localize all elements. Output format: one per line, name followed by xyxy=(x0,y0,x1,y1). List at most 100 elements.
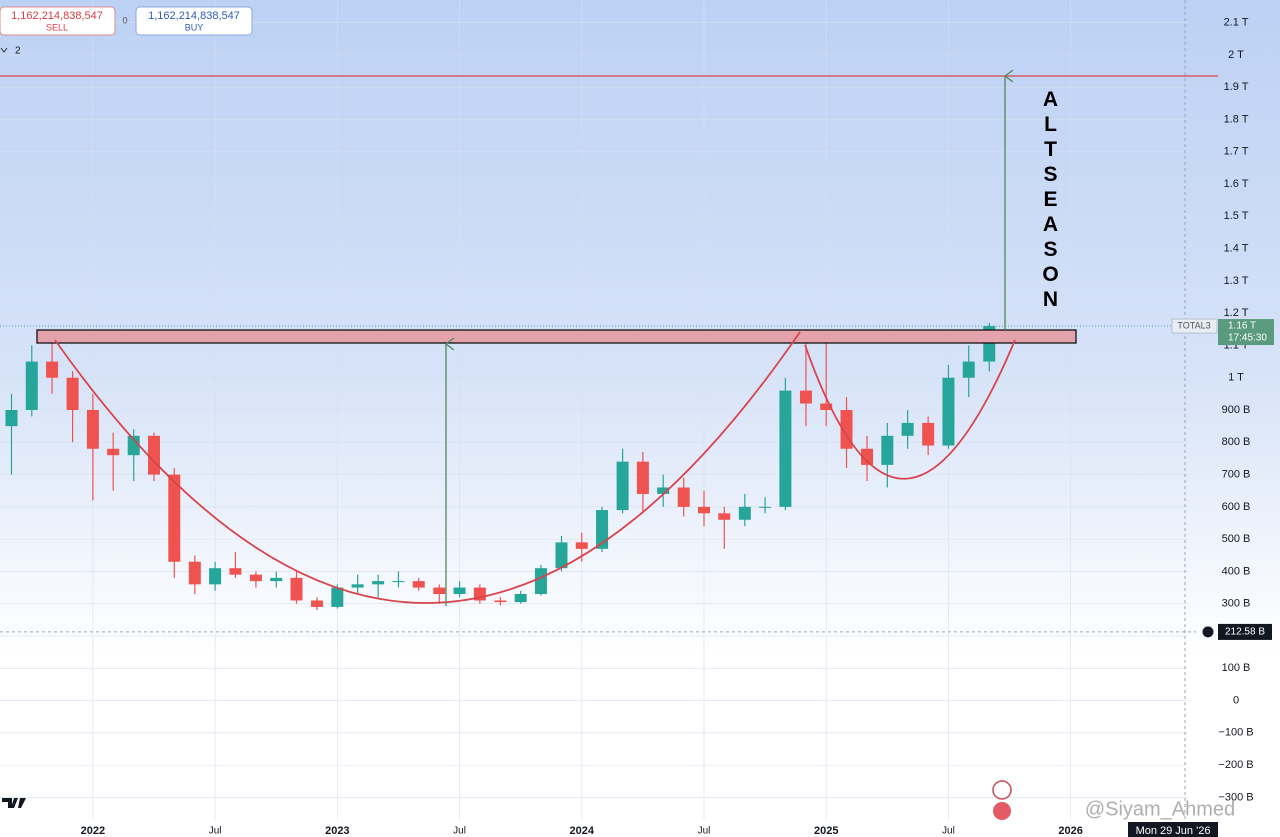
candle-body xyxy=(861,448,874,465)
candle-body xyxy=(555,542,568,569)
symbol-label: TOTAL3 xyxy=(1177,320,1210,330)
countdown: 17:45:30 xyxy=(1228,333,1267,344)
symbol-box xyxy=(1171,318,1218,334)
candle-body xyxy=(657,487,670,494)
candle-body xyxy=(290,577,303,601)
candle-body xyxy=(881,435,894,465)
candle-body xyxy=(718,513,731,520)
candle-body xyxy=(107,448,120,456)
candle-body xyxy=(453,587,466,595)
candle-body xyxy=(412,581,425,588)
candle-body xyxy=(25,361,38,410)
x-tick-label: Jul xyxy=(209,826,222,837)
crosshair-label: 212.58 B xyxy=(1225,627,1265,638)
y-tick-label: 1.4 T xyxy=(1224,242,1249,254)
flag-icon[interactable] xyxy=(993,802,1011,820)
candle-body xyxy=(270,577,283,582)
y-tick-label: 1.7 T xyxy=(1224,146,1249,158)
candle-body xyxy=(209,568,222,585)
candle-body xyxy=(636,461,649,494)
watermark: @Siyam_Ahmed xyxy=(1085,798,1235,820)
x-tick-label: 2024 xyxy=(570,825,595,837)
cup-curve xyxy=(54,331,801,604)
y-tick-label: 800 B xyxy=(1222,436,1251,448)
candle-body xyxy=(229,568,242,575)
price-labels: TOTAL3 1.16 T17:45:30 212.58 B xyxy=(0,318,1274,640)
candle-body xyxy=(66,377,79,410)
y-tick-label: 100 B xyxy=(1222,662,1251,674)
sell-label: SELL xyxy=(46,22,68,32)
cursor-date-box xyxy=(1128,822,1218,837)
x-tick-label: 2023 xyxy=(325,825,349,837)
candle-body xyxy=(575,542,588,549)
candle-body xyxy=(759,506,772,508)
candle-body xyxy=(942,377,955,446)
y-tick-label: 1.6 T xyxy=(1224,178,1249,190)
candle-body xyxy=(514,594,527,603)
candle-body xyxy=(596,510,609,549)
spread: 0 xyxy=(122,15,127,25)
y-tick-label: 1.5 T xyxy=(1224,210,1249,222)
candle-body xyxy=(311,600,324,607)
y-tick-label: 700 B xyxy=(1222,468,1251,480)
candle-body xyxy=(127,435,140,456)
x-tick-label: Jul xyxy=(453,826,466,837)
y-tick-label: 400 B xyxy=(1222,565,1251,577)
y-tick-label: 0 xyxy=(1233,694,1239,706)
crosshair-plus xyxy=(1201,625,1215,639)
candle-body xyxy=(799,390,812,404)
buy-label: BUY xyxy=(185,22,204,32)
y-tick-label: 300 B xyxy=(1222,598,1251,610)
altseason-label: ALTSEASON xyxy=(1039,88,1062,313)
candle-body xyxy=(168,474,181,562)
candle-body xyxy=(351,584,364,588)
sell-price: 1,162,214,838,547 xyxy=(11,10,103,22)
y-tick-label: −100 B xyxy=(1218,727,1253,739)
candle-body xyxy=(698,506,710,514)
last-price-box xyxy=(1218,319,1274,346)
y-tick-label: 600 B xyxy=(1222,501,1251,513)
alert-icon[interactable] xyxy=(992,780,1012,800)
buy-price: 1,162,214,838,547 xyxy=(148,10,240,22)
y-tick-label: 2 T xyxy=(1228,49,1244,61)
candle-body xyxy=(86,410,99,449)
resistance-zone xyxy=(36,329,1077,344)
candle-body xyxy=(738,506,751,520)
y-tick-label: 1.2 T xyxy=(1224,307,1249,319)
collapse-icon[interactable] xyxy=(0,47,8,53)
candle-body xyxy=(616,461,629,511)
x-tick-label: 2025 xyxy=(814,825,838,837)
candle-body xyxy=(820,403,833,410)
candle-body xyxy=(534,568,547,595)
sell-button[interactable] xyxy=(0,6,116,36)
y-tick-label: −200 B xyxy=(1218,759,1253,771)
x-tick-label: 2026 xyxy=(1058,825,1082,837)
x-tick-label: Jul xyxy=(942,826,955,837)
last-price-label: 1.16 T xyxy=(1228,321,1256,332)
y-tick-label: 1 T xyxy=(1228,372,1244,384)
candle-body xyxy=(148,435,160,475)
candle-body xyxy=(392,581,405,583)
candle-body xyxy=(188,561,201,585)
candle-body xyxy=(372,581,385,585)
candle-body xyxy=(677,487,690,507)
candle-body xyxy=(901,422,914,436)
candle-body xyxy=(433,587,446,595)
grid xyxy=(0,0,1188,820)
candle-body xyxy=(962,361,975,378)
indicator-count: 2 xyxy=(15,46,21,57)
buy-button[interactable] xyxy=(135,6,253,36)
cursor-date: Mon 29 Jun '26 xyxy=(1136,825,1211,837)
x-tick-label: 2022 xyxy=(81,825,105,837)
y-tick-label: 1.3 T xyxy=(1224,275,1249,287)
x-tick-label: Jul xyxy=(698,826,711,837)
candle-body xyxy=(779,390,792,507)
y-tick-label: 2.1 T xyxy=(1224,17,1249,29)
candle-body xyxy=(494,600,507,603)
y-tick-label: −300 B xyxy=(1218,791,1253,803)
candle-body xyxy=(46,361,59,378)
